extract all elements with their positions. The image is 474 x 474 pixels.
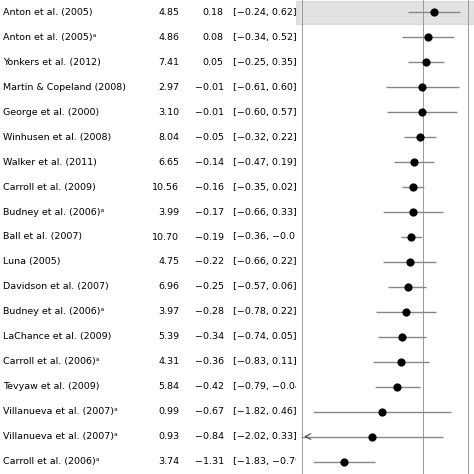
- Text: 8.04: 8.04: [158, 133, 179, 142]
- Point: [368, 433, 376, 440]
- Text: Budney et al. (2006)ᵃ: Budney et al. (2006)ᵃ: [3, 208, 104, 217]
- Point: [410, 158, 418, 166]
- Point: [409, 208, 416, 216]
- Text: 0.05: 0.05: [203, 58, 224, 67]
- Text: Martin & Copeland (2008): Martin & Copeland (2008): [3, 83, 126, 92]
- Text: −0.16: −0.16: [195, 182, 224, 191]
- Point: [416, 133, 424, 141]
- Text: Walker et al. (2011): Walker et al. (2011): [3, 158, 97, 167]
- Text: Ball et al. (2007): Ball et al. (2007): [3, 233, 82, 241]
- Text: Anton et al. (2005): Anton et al. (2005): [3, 8, 92, 17]
- Text: [−2.02, 0.33]: [−2.02, 0.33]: [233, 432, 296, 441]
- Text: [−0.34, 0.52]: [−0.34, 0.52]: [233, 33, 296, 42]
- Text: Budney et al. (2006)ᵃ: Budney et al. (2006)ᵃ: [3, 307, 104, 316]
- Text: Tevyaw et al. (2009): Tevyaw et al. (2009): [3, 382, 100, 391]
- Text: 10.70: 10.70: [152, 233, 179, 241]
- Text: [−0.61, 0.60]: [−0.61, 0.60]: [233, 83, 296, 92]
- Text: −0.34: −0.34: [194, 332, 224, 341]
- Text: [−0.83, 0.11]: [−0.83, 0.11]: [233, 357, 296, 366]
- Point: [430, 9, 438, 16]
- Text: Carroll et al. (2009): Carroll et al. (2009): [3, 182, 96, 191]
- Text: [−0.25, 0.35]: [−0.25, 0.35]: [233, 58, 296, 67]
- Text: [−0.32, 0.22]: [−0.32, 0.22]: [233, 133, 296, 142]
- Point: [406, 258, 413, 266]
- Text: −0.05: −0.05: [195, 133, 224, 142]
- Text: George et al. (2000): George et al. (2000): [3, 108, 99, 117]
- Text: 6.65: 6.65: [158, 158, 179, 167]
- Text: −0.25: −0.25: [195, 283, 224, 292]
- Point: [397, 358, 405, 365]
- Text: −0.01: −0.01: [195, 83, 224, 92]
- Text: [−0.66, 0.33]: [−0.66, 0.33]: [233, 208, 296, 217]
- Text: 2.97: 2.97: [158, 83, 179, 92]
- Text: [−1.83, −0.79]: [−1.83, −0.79]: [233, 457, 304, 466]
- Text: Luna (2005): Luna (2005): [3, 257, 61, 266]
- Text: Carroll et al. (2006)ᵃ: Carroll et al. (2006)ᵃ: [3, 457, 100, 466]
- Text: 0.18: 0.18: [203, 8, 224, 17]
- Point: [424, 34, 431, 41]
- Text: 5.39: 5.39: [158, 332, 179, 341]
- Text: [−0.60, 0.57]: [−0.60, 0.57]: [233, 108, 296, 117]
- Point: [419, 83, 426, 91]
- Text: [−0.35, 0.02]: [−0.35, 0.02]: [233, 182, 296, 191]
- Text: [−0.57, 0.06]: [−0.57, 0.06]: [233, 283, 296, 292]
- Text: 4.85: 4.85: [158, 8, 179, 17]
- Text: 7.41: 7.41: [158, 58, 179, 67]
- Point: [419, 109, 426, 116]
- Text: Carroll et al. (2006)ᵃ: Carroll et al. (2006)ᵃ: [3, 357, 100, 366]
- Text: −1.31: −1.31: [194, 457, 224, 466]
- Text: [−0.24, 0.62]: [−0.24, 0.62]: [233, 8, 296, 17]
- Text: −0.36: −0.36: [194, 357, 224, 366]
- Text: −0.42: −0.42: [195, 382, 224, 391]
- Text: −0.19: −0.19: [195, 233, 224, 241]
- Text: Anton et al. (2005)ᵃ: Anton et al. (2005)ᵃ: [3, 33, 96, 42]
- Text: −0.01: −0.01: [195, 108, 224, 117]
- Text: −0.17: −0.17: [195, 208, 224, 217]
- Text: [−1.82, 0.46]: [−1.82, 0.46]: [233, 407, 296, 416]
- Text: −0.14: −0.14: [195, 158, 224, 167]
- Text: Winhusen et al. (2008): Winhusen et al. (2008): [3, 133, 111, 142]
- Point: [379, 408, 386, 415]
- Text: 3.97: 3.97: [158, 307, 179, 316]
- Point: [422, 59, 429, 66]
- Text: LaChance et al. (2009): LaChance et al. (2009): [3, 332, 111, 341]
- Point: [408, 233, 415, 241]
- Text: −0.84: −0.84: [195, 432, 224, 441]
- Text: Villanueva et al. (2007)ᵃ: Villanueva et al. (2007)ᵃ: [3, 432, 118, 441]
- Text: −0.22: −0.22: [195, 257, 224, 266]
- Text: 3.74: 3.74: [158, 457, 179, 466]
- Text: 6.96: 6.96: [158, 283, 179, 292]
- Point: [410, 183, 417, 191]
- Text: 3.99: 3.99: [158, 208, 179, 217]
- Text: −0.28: −0.28: [195, 307, 224, 316]
- Text: 0.99: 0.99: [158, 407, 179, 416]
- Text: [−0.66, 0.22]: [−0.66, 0.22]: [233, 257, 296, 266]
- Text: 0.93: 0.93: [158, 432, 179, 441]
- Point: [404, 283, 411, 291]
- Text: 4.75: 4.75: [158, 257, 179, 266]
- Point: [394, 383, 401, 391]
- Text: [−0.74, 0.05]: [−0.74, 0.05]: [233, 332, 296, 341]
- Text: 4.31: 4.31: [158, 357, 179, 366]
- Point: [340, 458, 347, 465]
- Text: 4.86: 4.86: [158, 33, 179, 42]
- Text: [−0.78, 0.22]: [−0.78, 0.22]: [233, 307, 296, 316]
- Text: 3.10: 3.10: [158, 108, 179, 117]
- Text: −0.67: −0.67: [195, 407, 224, 416]
- Text: [−0.79, −0.04]: [−0.79, −0.04]: [233, 382, 304, 391]
- Bar: [296, 1, 474, 24]
- Point: [402, 308, 410, 316]
- Text: 0.08: 0.08: [203, 33, 224, 42]
- Text: 5.84: 5.84: [158, 382, 179, 391]
- Text: Yonkers et al. (2012): Yonkers et al. (2012): [3, 58, 101, 67]
- Text: Villanueva et al. (2007)ᵃ: Villanueva et al. (2007)ᵃ: [3, 407, 118, 416]
- Point: [399, 333, 406, 341]
- Text: Davidson et al. (2007): Davidson et al. (2007): [3, 283, 109, 292]
- Text: [−0.36, −0.01]: [−0.36, −0.01]: [233, 233, 304, 241]
- Text: [−0.47, 0.19]: [−0.47, 0.19]: [233, 158, 296, 167]
- Text: 10.56: 10.56: [152, 182, 179, 191]
